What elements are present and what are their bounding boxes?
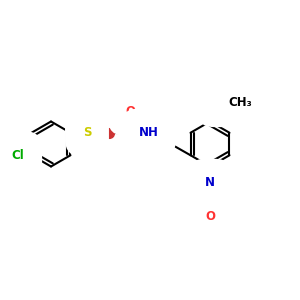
Text: NH: NH — [139, 126, 158, 139]
Text: O: O — [125, 105, 136, 118]
Text: O: O — [205, 209, 215, 223]
Text: CH₃: CH₃ — [228, 96, 252, 110]
Text: Cl: Cl — [12, 149, 24, 162]
Text: S: S — [83, 126, 91, 139]
Text: O: O — [214, 96, 224, 110]
Text: N: N — [205, 176, 215, 190]
